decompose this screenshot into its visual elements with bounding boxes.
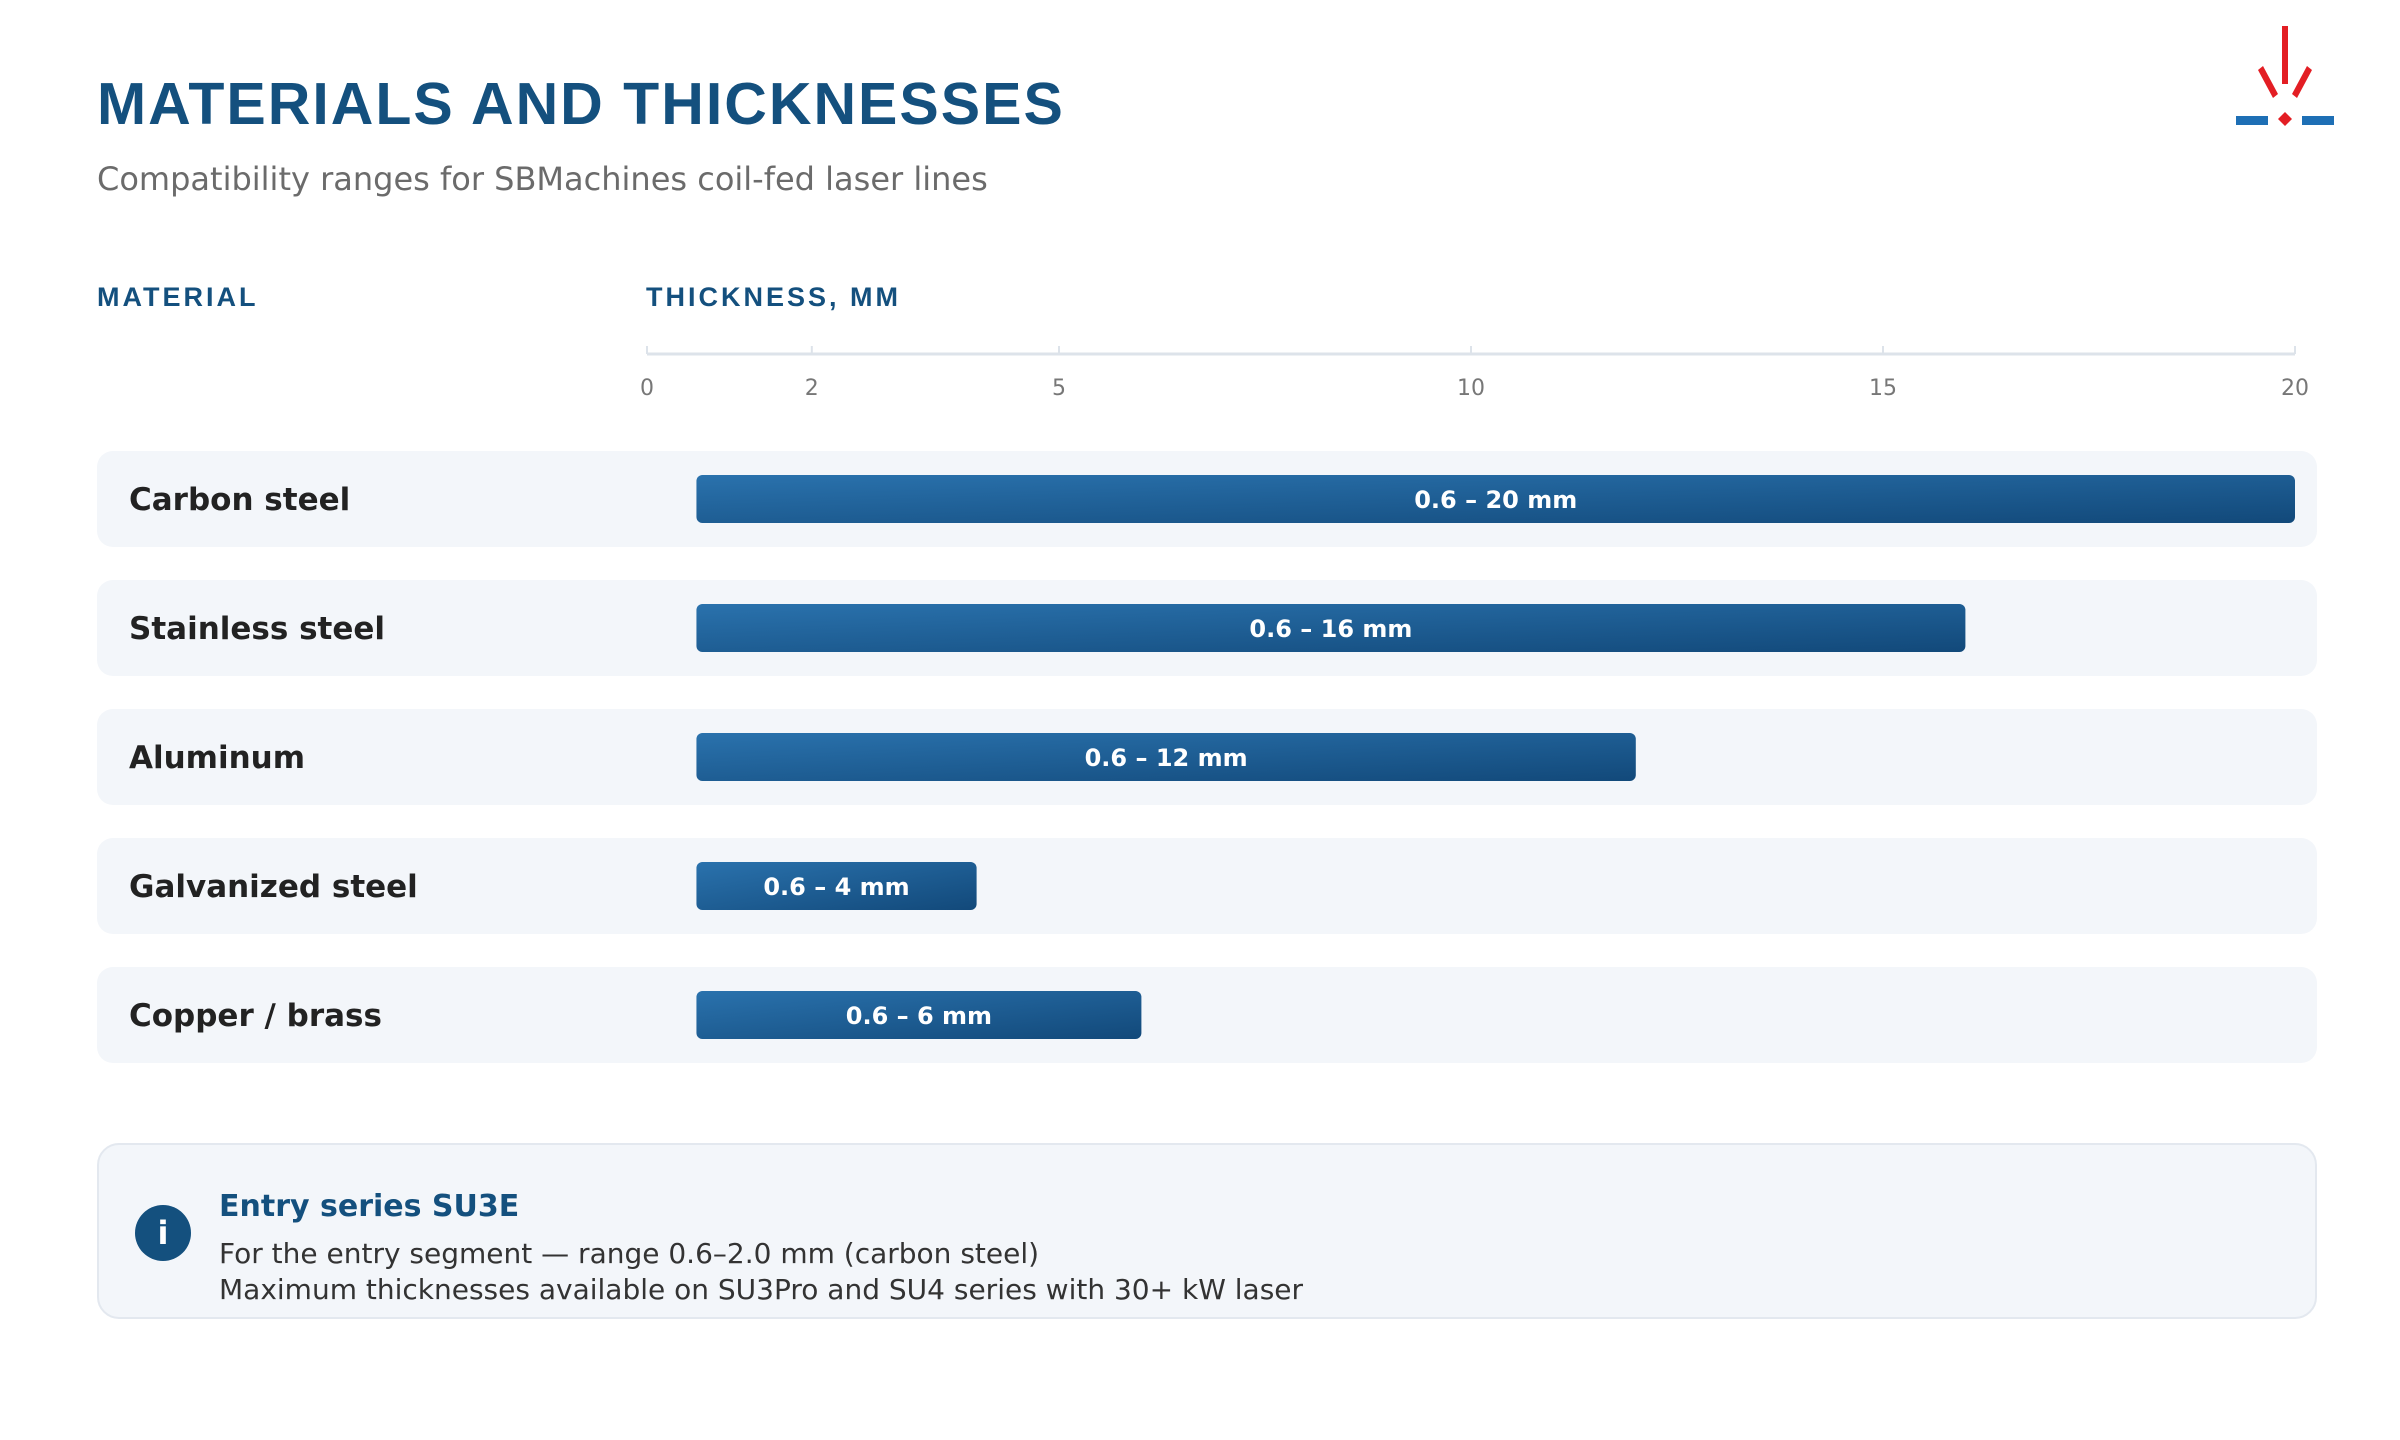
thickness-column-header: THICKNESS, MM: [646, 282, 901, 312]
range-bar: [696, 991, 1142, 1039]
range-bar: [696, 862, 977, 910]
range-bar-label: 0.6 – 12 mm: [1085, 744, 1248, 772]
x-tick-label: 2: [805, 376, 819, 401]
page-title: MATERIALS AND THICKNESSES: [97, 71, 1065, 137]
range-bar-label: 0.6 – 16 mm: [1249, 615, 1412, 643]
x-tick-label: 5: [1052, 376, 1066, 401]
range-bar: [696, 475, 2296, 523]
material-label: Copper / brass: [129, 998, 382, 1034]
x-tick-label: 20: [2281, 376, 2309, 401]
range-bar-label: 0.6 – 4 mm: [763, 873, 909, 901]
note-line-1: For the entry segment — range 0.6–2.0 mm…: [219, 1237, 1040, 1270]
material-column-header: MATERIAL: [97, 282, 259, 312]
range-bar-label: 0.6 – 20 mm: [1414, 486, 1577, 514]
info-icon: i: [135, 1205, 191, 1261]
material-label: Stainless steel: [129, 611, 385, 647]
range-bar-label: 0.6 – 6 mm: [846, 1002, 992, 1030]
material-row: [97, 967, 2317, 1063]
note-line-2: Maximum thicknesses available on SU3Pro …: [219, 1273, 1304, 1306]
range-bar: [696, 733, 1636, 781]
laser-spark-logo: [2236, 26, 2334, 126]
note-title: Entry series SU3E: [219, 1189, 520, 1224]
material-row: [97, 838, 2317, 934]
range-bar: [696, 604, 1966, 652]
material-label: Aluminum: [129, 740, 305, 776]
x-tick-label: 15: [1869, 376, 1897, 401]
page-subtitle: Compatibility ranges for SBMachines coil…: [97, 160, 988, 198]
x-tick-label: 0: [640, 376, 654, 401]
thickness-range-chart: 0 2 5 10 15 20 Carbon steel 0.6 – 20 mm Stainle…: [97, 346, 2317, 1063]
material-label: Galvanized steel: [129, 869, 418, 905]
x-tick-label: 10: [1457, 376, 1485, 401]
info-note: i Entry series SU3E For the entry segmen…: [97, 1143, 2317, 1319]
material-label: Carbon steel: [129, 482, 350, 518]
